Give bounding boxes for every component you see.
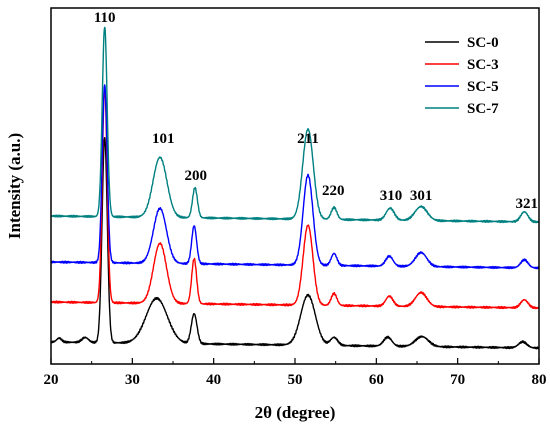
legend-label-sc-0: SC-0 [467,35,499,51]
x-tick-label: 30 [125,372,140,388]
legend-label-sc-3: SC-3 [467,57,499,73]
peak-labels: 110 101 200 211 220 310 301 321 [94,10,538,212]
peak-label-220: 220 [322,183,345,199]
x-tick-label: 20 [44,372,59,388]
peak-label-110: 110 [94,10,116,26]
legend-label-sc-7: SC-7 [467,101,499,117]
x-tick-label: 60 [369,372,384,388]
plot-frame [50,7,540,365]
peak-label-101: 101 [152,131,175,147]
peak-label-301: 301 [410,188,433,204]
x-tick-label: 70 [450,372,465,388]
x-axis-title: 2θ (degree) [255,403,336,422]
legend-label-sc-5: SC-5 [467,79,499,95]
peak-label-200: 200 [185,168,208,184]
curves-layer [50,26,540,350]
x-tick-label: 50 [288,372,303,388]
series-line-sc-0 [50,137,540,350]
x-axis: 20 30 40 50 60 70 80 [44,358,547,388]
series-line-sc-5 [50,84,540,270]
legend: SC-0 SC-3 SC-5 SC-7 [425,35,499,117]
series-line-sc-3 [50,87,540,310]
peak-label-321: 321 [516,196,539,212]
peak-label-310: 310 [380,188,403,204]
y-axis-title: Intensity (a.u.) [5,133,24,239]
series-line-sc-7 [50,26,540,224]
peak-label-211: 211 [297,131,319,147]
x-tick-label: 80 [532,372,547,388]
x-tick-label: 40 [206,372,221,388]
